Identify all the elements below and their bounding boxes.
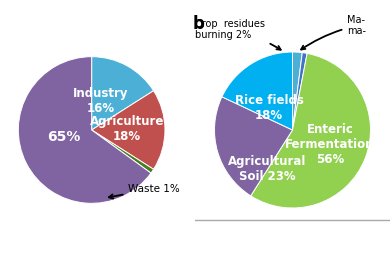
Text: b: b (193, 15, 204, 33)
Wedge shape (92, 57, 154, 130)
Wedge shape (222, 52, 292, 130)
Text: Agriculture
18%: Agriculture 18% (90, 115, 164, 142)
Wedge shape (215, 97, 292, 196)
Text: Waste 1%: Waste 1% (109, 184, 180, 199)
Text: Crop  residues
burning 2%: Crop residues burning 2% (195, 19, 281, 50)
Text: Agricultural
Soil 23%: Agricultural Soil 23% (229, 155, 307, 183)
Text: Ma-
ma-: Ma- ma- (301, 15, 366, 49)
Text: Enteric
Fermentation
56%: Enteric Fermentation 56% (285, 122, 375, 166)
Wedge shape (251, 53, 370, 208)
Wedge shape (92, 91, 165, 169)
Wedge shape (92, 130, 154, 173)
Text: Rice fields
18%: Rice fields 18% (235, 94, 303, 122)
Wedge shape (18, 57, 151, 203)
Wedge shape (292, 53, 307, 130)
Text: 65%: 65% (47, 130, 80, 144)
Wedge shape (292, 52, 302, 130)
Text: Industry
16%: Industry 16% (73, 87, 128, 115)
